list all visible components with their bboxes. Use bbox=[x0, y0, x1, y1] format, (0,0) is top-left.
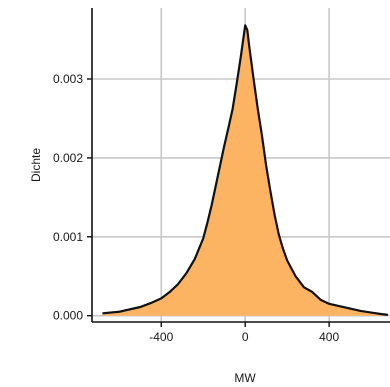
y-tick-label-1: 0.001 bbox=[53, 230, 83, 244]
x-tick-label-0: -400 bbox=[149, 330, 173, 344]
y-axis-title: Dichte bbox=[29, 148, 43, 182]
y-tick-label-2: 0.002 bbox=[53, 151, 83, 165]
x-tick-label-2: 400 bbox=[319, 330, 339, 344]
density-area bbox=[102, 25, 388, 316]
x-axis-title: MW bbox=[234, 371, 256, 385]
y-tick-labels: 0.000 0.001 0.002 0.003 bbox=[53, 72, 83, 323]
y-tick-label-3: 0.003 bbox=[53, 72, 83, 86]
density-line bbox=[102, 24, 389, 316]
x-tick-label-1: 0 bbox=[242, 330, 249, 344]
x-tick-labels: -400 0 400 bbox=[149, 330, 339, 344]
axis-ticks bbox=[87, 78, 330, 327]
y-tick-label-0: 0.000 bbox=[53, 309, 83, 323]
